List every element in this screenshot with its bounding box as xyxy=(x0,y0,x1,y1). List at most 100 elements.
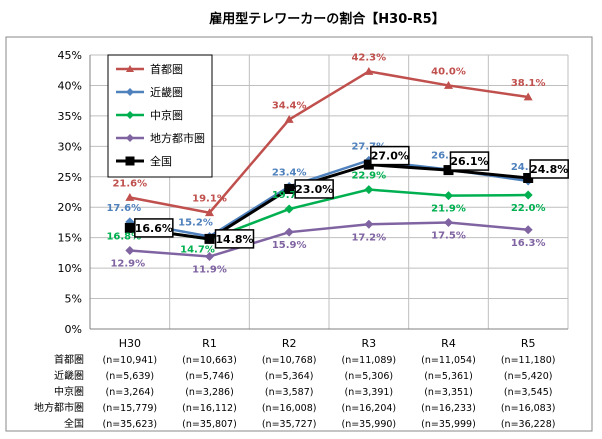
y-tick-label: 10% xyxy=(58,262,82,275)
y-tick-label: 15% xyxy=(58,232,82,245)
data-labels: 21.6% 19.1% 34.4% 42.3% 40.0% 38.1% 17.6% 15.2%… xyxy=(106,52,569,276)
data-label: 22.9% xyxy=(351,171,386,182)
data-label: 16.8% xyxy=(106,232,141,243)
chart-title: 雇用型テレワーカーの割合【H30-R5】 xyxy=(209,11,444,27)
legend-label: 地方都市圏 xyxy=(150,131,205,145)
table-cell: (n=11,180) xyxy=(501,355,556,366)
data-point xyxy=(523,225,533,235)
data-label: 23.0% xyxy=(295,183,333,196)
data-point xyxy=(364,66,374,75)
table-row-label: 中京圏 xyxy=(54,385,84,398)
data-point xyxy=(125,192,135,201)
legend-label: 全国 xyxy=(150,154,172,168)
table-cell: (n=11,089) xyxy=(342,355,397,366)
data-label: 14.8% xyxy=(215,233,253,246)
data-label: 34.4% xyxy=(272,101,307,112)
data-label: 15.9% xyxy=(272,240,307,251)
data-label: 21.6% xyxy=(112,178,147,189)
data-label: 27.7% xyxy=(351,141,386,152)
table-cell: (n=3,587) xyxy=(265,387,314,398)
data-label: 11.9% xyxy=(192,265,227,276)
legend-label: 近畿圏 xyxy=(150,85,183,99)
x-tick-label: R5 xyxy=(521,337,536,350)
data-point xyxy=(364,185,374,195)
data-label: 17.5% xyxy=(431,230,466,241)
data-point xyxy=(444,191,453,201)
data-point xyxy=(205,252,214,262)
data-point xyxy=(523,92,533,101)
data-point xyxy=(364,219,374,229)
data-point xyxy=(126,88,134,96)
data-point xyxy=(204,233,215,244)
table-cell: (n=35,807) xyxy=(182,419,237,430)
data-label: 40.0% xyxy=(431,66,466,77)
data-label: 19.1% xyxy=(192,194,227,205)
data-label: 17.2% xyxy=(351,232,386,243)
label-box-border xyxy=(294,179,334,199)
x-tick-label: R3 xyxy=(362,337,377,350)
data-label: 24.3% xyxy=(511,162,546,173)
data-label: 42.3% xyxy=(351,52,386,63)
table-row-label: 近畿圏 xyxy=(54,369,84,382)
y-tick-label: 5% xyxy=(65,293,82,306)
data-label: 19.7% xyxy=(272,190,307,201)
x-tick-label: R2 xyxy=(282,337,297,350)
national-label-box: 26.1% xyxy=(449,151,490,171)
national-label-box: 23.0% xyxy=(294,179,334,199)
data-label: 14.7% xyxy=(180,244,215,255)
data-label: 24.8% xyxy=(530,163,568,176)
data-label: 16.3% xyxy=(511,238,546,249)
series-line xyxy=(129,163,529,241)
national-label-box: 16.6% xyxy=(134,218,174,238)
data-point xyxy=(126,111,134,119)
table-cell: (n=3,264) xyxy=(106,387,155,398)
data-point xyxy=(124,222,135,233)
data-label: 12.9% xyxy=(110,258,145,269)
y-axis: 0% 5% 10% 15% 20% 25% 30% 35% 40% 45% xyxy=(58,49,91,336)
sample-size-table: 首都圏 (n=10,941) (n=10,663) (n=10,768) (n=11,0… xyxy=(34,353,555,430)
data-point xyxy=(523,172,534,183)
y-tick-label: 35% xyxy=(58,110,82,123)
label-box-border xyxy=(370,145,410,166)
data-point xyxy=(125,156,135,166)
label-box-border xyxy=(529,159,569,179)
label-box-border xyxy=(449,151,490,171)
table-cell: (n=5,420) xyxy=(504,371,553,382)
data-point xyxy=(284,204,294,214)
data-point xyxy=(205,208,214,217)
x-tick-label: R1 xyxy=(202,337,217,350)
y-tick-label: 0% xyxy=(65,323,82,336)
x-axis: H30 R1 R2 R3 R4 R5 xyxy=(90,328,568,350)
data-point xyxy=(284,227,294,237)
series-line xyxy=(129,221,529,258)
table-cell: (n=3,351) xyxy=(424,387,473,398)
table-cell: (n=10,941) xyxy=(103,355,158,366)
x-tick-label: H30 xyxy=(119,337,141,350)
data-label: 38.1% xyxy=(511,78,546,89)
table-row-label: 地方都市圏 xyxy=(34,401,84,414)
data-label: 15.2% xyxy=(178,217,213,228)
y-tick-label: 30% xyxy=(58,140,82,153)
table-row-label: 全国 xyxy=(64,417,84,430)
table-cell: (n=10,663) xyxy=(182,355,237,366)
data-point xyxy=(444,80,453,89)
data-point xyxy=(443,165,454,176)
table-cell: (n=3,391) xyxy=(345,387,394,398)
national-label-box: 14.8% xyxy=(214,229,255,249)
data-label: 26.1% xyxy=(450,155,488,168)
y-tick-label: 25% xyxy=(58,171,82,184)
table-cell: (n=16,233) xyxy=(421,403,476,414)
table-cell: (n=16,083) xyxy=(501,403,556,414)
table-cell: (n=3,286) xyxy=(185,387,234,398)
table-cell: (n=5,639) xyxy=(106,371,155,382)
table-cell: (n=3,545) xyxy=(504,387,553,398)
label-box-border xyxy=(214,229,255,249)
data-point xyxy=(126,134,134,142)
data-label: 16.6% xyxy=(135,222,173,235)
table-row-label: 首都圏 xyxy=(54,353,84,366)
table-cell: (n=5,361) xyxy=(424,371,473,382)
table-cell: (n=16,112) xyxy=(182,403,237,414)
x-tick-label: R4 xyxy=(441,337,456,350)
data-point xyxy=(125,245,135,255)
